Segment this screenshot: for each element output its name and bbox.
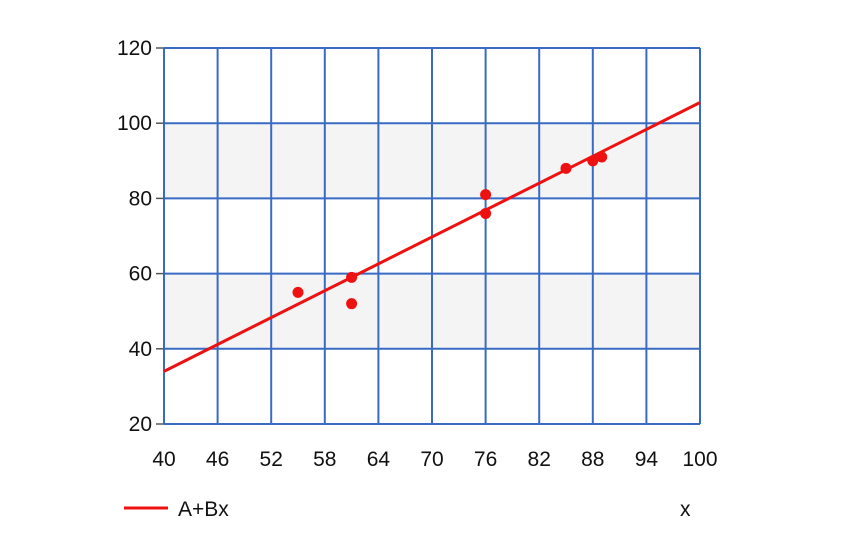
- data-point: [596, 151, 608, 163]
- y-axis-ticks: 20 40 60 80 100 120: [117, 37, 164, 436]
- fit-line: [163, 101, 701, 373]
- y-tick-label: 120: [117, 37, 152, 60]
- y-tick-label: 80: [129, 187, 152, 210]
- data-point: [587, 155, 599, 167]
- fit-line-series: [163, 101, 701, 373]
- x-tick-label: 58: [313, 448, 336, 471]
- x-tick-label: 82: [528, 448, 551, 471]
- legend-label: A+Bx: [178, 498, 229, 521]
- data-point: [560, 162, 572, 174]
- x-tick-label: 64: [367, 448, 391, 471]
- x-tick-label: 94: [635, 448, 659, 471]
- data-point: [346, 298, 358, 310]
- y-tick-label: 100: [117, 112, 152, 135]
- data-point: [292, 286, 304, 298]
- x-tick-label: 52: [260, 448, 283, 471]
- x-tick-label: 40: [152, 448, 175, 471]
- data-points: [292, 151, 608, 310]
- y-tick-label: 60: [129, 263, 152, 286]
- legend: A+Bx: [124, 498, 229, 521]
- data-point: [480, 207, 492, 219]
- y-tick-label: 40: [129, 338, 152, 361]
- x-axis-label: x: [680, 498, 691, 521]
- x-axis-ticks: 40 46 52 58 64 70 76 82 88 94 100: [152, 448, 717, 471]
- x-tick-label: 46: [206, 448, 229, 471]
- y-tick-label: 20: [129, 413, 152, 436]
- grid-lines: [163, 47, 701, 425]
- data-point: [480, 189, 492, 201]
- x-tick-label: 70: [420, 448, 443, 471]
- data-point: [346, 271, 358, 283]
- x-tick-label: 100: [682, 448, 717, 471]
- x-tick-label: 76: [474, 448, 497, 471]
- x-tick-label: 88: [581, 448, 604, 471]
